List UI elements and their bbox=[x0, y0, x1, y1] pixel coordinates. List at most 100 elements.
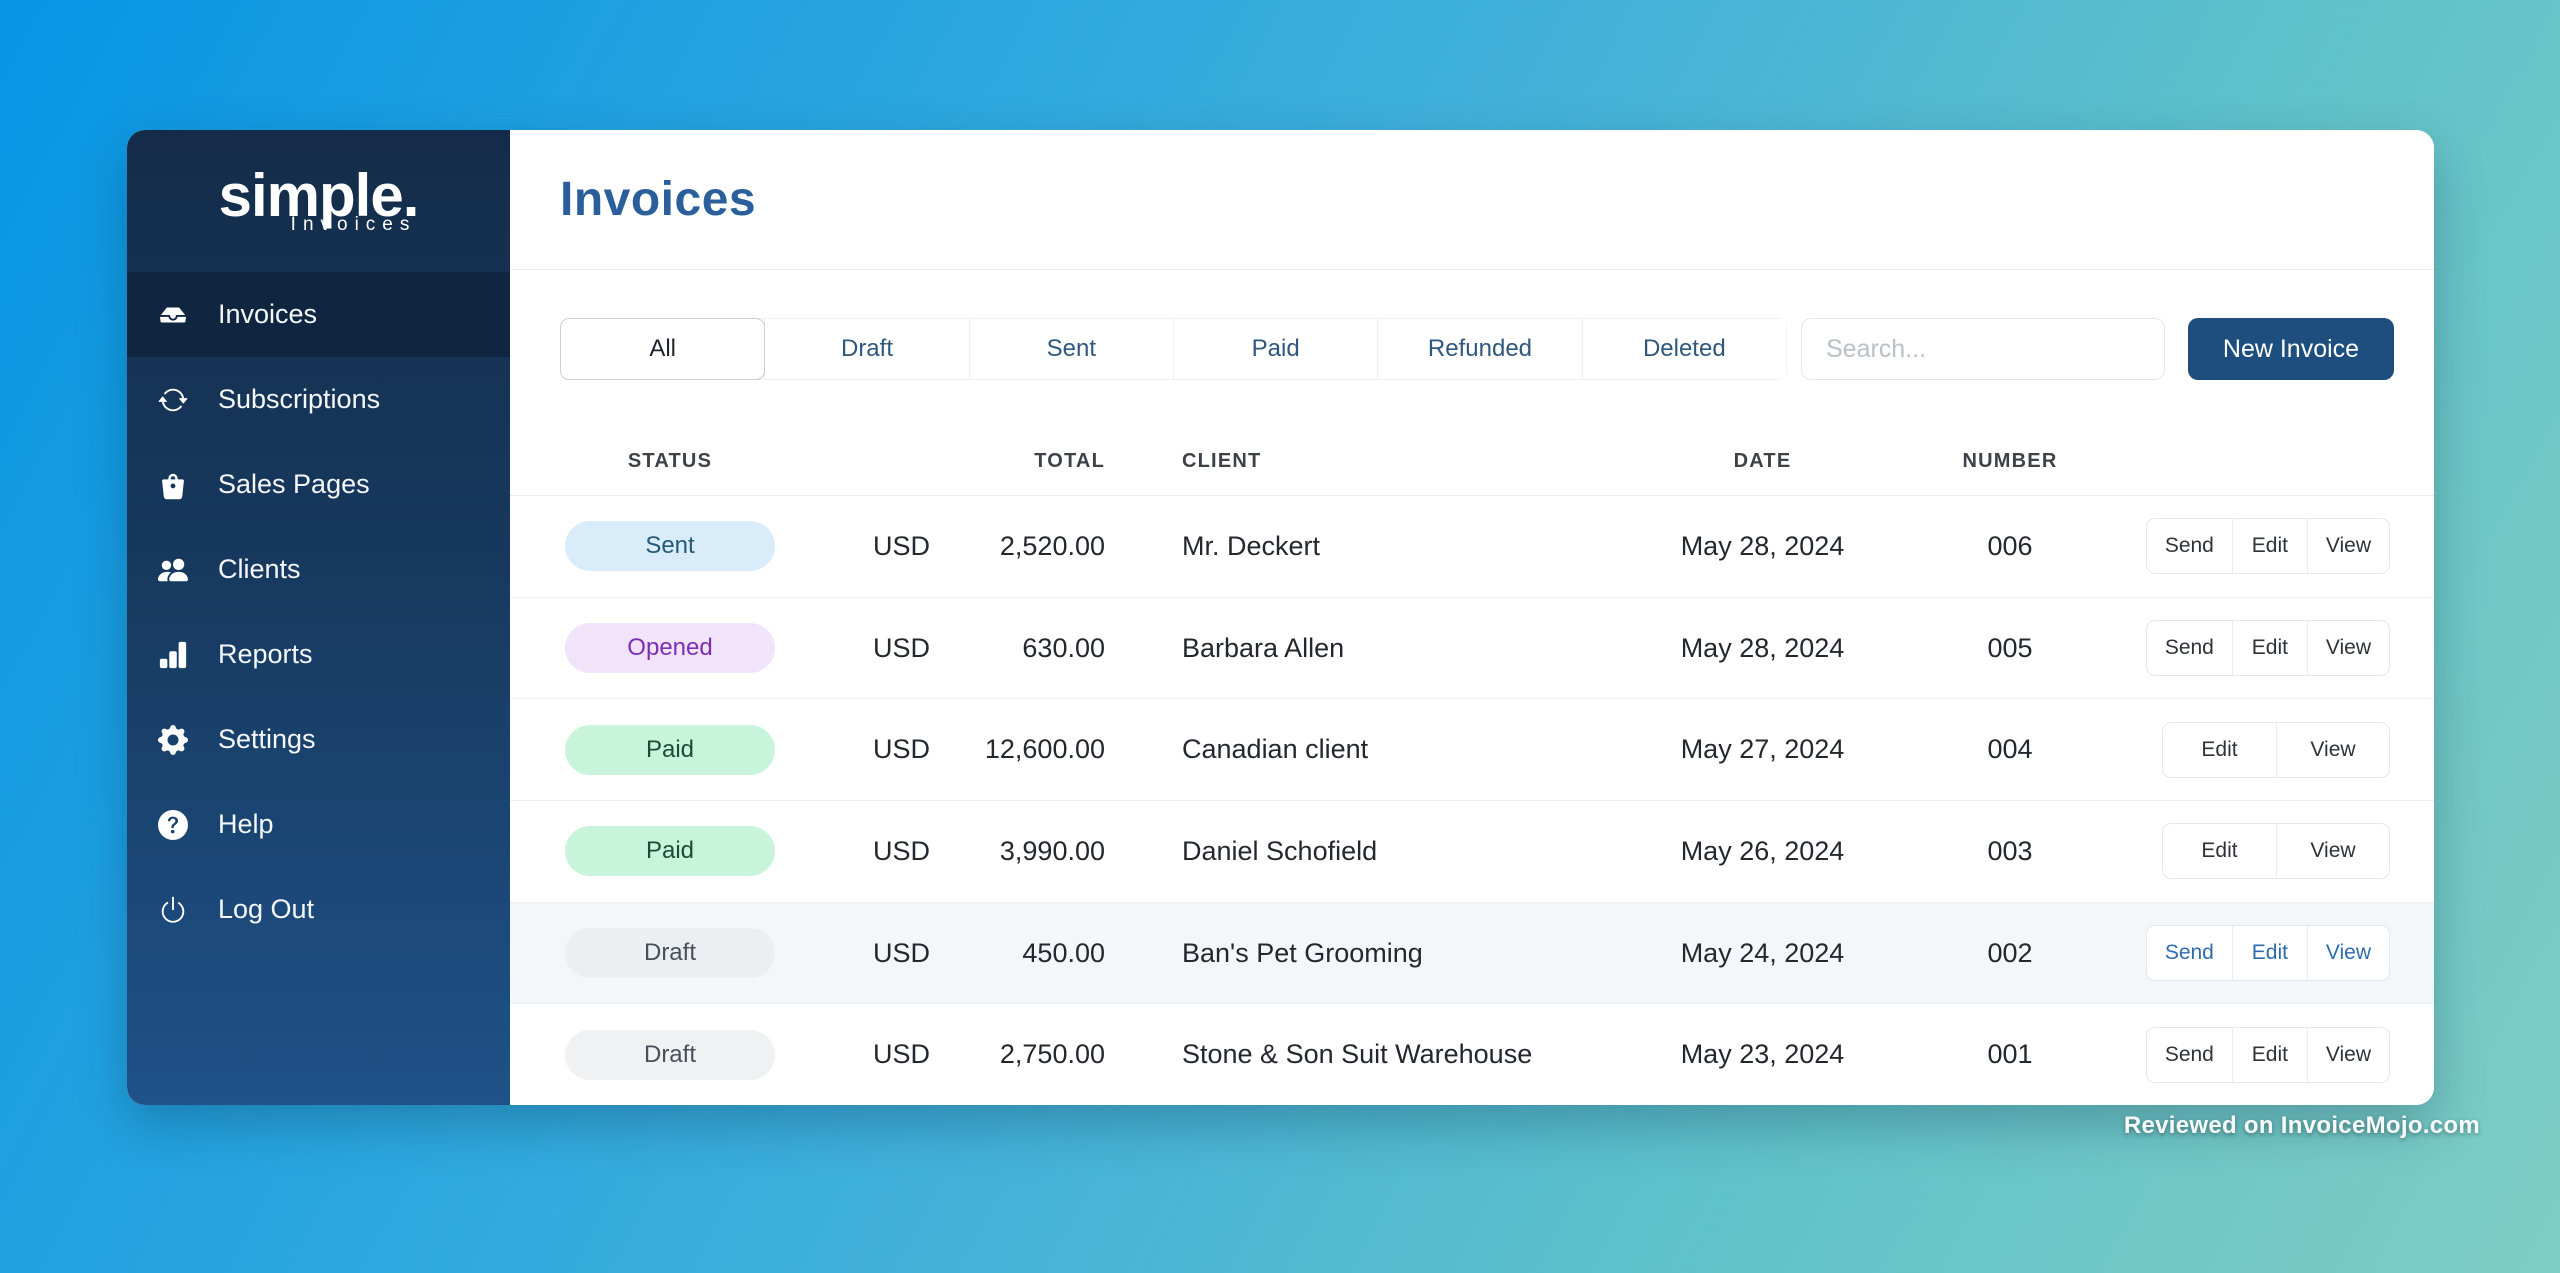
sidebar-item-label: Log Out bbox=[218, 894, 315, 924]
brand-tagline: Invoices bbox=[290, 214, 417, 235]
power-icon bbox=[157, 894, 189, 926]
sidebar-item-label: Reports bbox=[218, 639, 313, 669]
status-badge: Draft bbox=[565, 1029, 775, 1080]
table-row: Paid USD 12,600.00 Canadian client May 27, 2… bbox=[510, 699, 2434, 802]
sync-icon bbox=[157, 384, 189, 416]
brand-logo: simple. Invoices bbox=[127, 130, 510, 272]
invoice-date: May 27, 2024 bbox=[1680, 734, 1845, 765]
sidebar-item-settings[interactable]: Settings bbox=[127, 697, 510, 782]
invoice-table-body: Sent USD 2,520.00 Mr. Deckert May 28, 2024 00… bbox=[510, 496, 2434, 1105]
gear-icon bbox=[157, 724, 189, 756]
sidebar-item-label: Settings bbox=[218, 724, 316, 754]
status-badge: Opened bbox=[565, 623, 775, 673]
tab-sent[interactable]: Sent bbox=[968, 319, 1173, 379]
view-button[interactable]: View bbox=[2276, 722, 2389, 777]
amount-value: 2,520.00 bbox=[999, 530, 1105, 561]
row-actions: Edit View bbox=[2162, 721, 2390, 778]
sidebar-item-invoices[interactable]: Invoices bbox=[127, 272, 510, 357]
status-badge: Paid bbox=[565, 826, 775, 877]
view-button[interactable]: View bbox=[2306, 519, 2389, 574]
tab-refunded[interactable]: Refunded bbox=[1377, 319, 1582, 379]
users-icon bbox=[157, 554, 189, 586]
view-button[interactable]: View bbox=[2306, 1027, 2389, 1082]
sidebar-item-label: Invoices bbox=[218, 299, 318, 329]
edit-button[interactable]: Edit bbox=[2231, 926, 2307, 981]
view-button[interactable]: View bbox=[2306, 926, 2389, 981]
edit-button[interactable]: Edit bbox=[2231, 621, 2307, 675]
edit-button[interactable]: Edit bbox=[2231, 519, 2307, 574]
invoice-number: 003 bbox=[1987, 835, 2033, 866]
invoice-number: 006 bbox=[1987, 530, 2033, 561]
amount-value: 630.00 bbox=[1022, 632, 1105, 663]
column-header-total: TOTAL bbox=[1034, 450, 1105, 472]
sidebar-item-label: Subscriptions bbox=[218, 384, 381, 414]
table-row: Draft USD 450.00 Ban's Pet Grooming May 24, … bbox=[510, 902, 2434, 1005]
sidebar-item-reports[interactable]: Reports bbox=[127, 612, 510, 697]
help-circle-icon bbox=[157, 809, 189, 841]
app-card: simple. Invoices Invoices Subscriptions Sa… bbox=[127, 130, 2434, 1105]
edit-button[interactable]: Edit bbox=[2231, 1027, 2307, 1082]
sidebar-item-label: Clients bbox=[218, 554, 301, 584]
filter-tabs: All Draft Sent Paid Refunded Deleted bbox=[560, 318, 1787, 380]
amount-value: 2,750.00 bbox=[999, 1039, 1105, 1070]
sidebar-nav: Invoices Subscriptions Sales Pages Clients R… bbox=[127, 272, 510, 952]
client-name: Daniel Schofield bbox=[1182, 835, 1378, 866]
status-badge: Draft bbox=[565, 928, 775, 979]
invoice-number: 004 bbox=[1987, 734, 2033, 765]
column-header-number: NUMBER bbox=[1962, 450, 2058, 472]
send-button[interactable]: Send bbox=[2147, 1028, 2232, 1082]
view-button[interactable]: View bbox=[2276, 824, 2389, 879]
table-row: Paid USD 3,990.00 Daniel Schofield May 26, 2… bbox=[510, 801, 2434, 903]
edit-button[interactable]: Edit bbox=[2163, 723, 2276, 777]
view-button[interactable]: View bbox=[2306, 621, 2389, 675]
currency-label: USD bbox=[873, 1039, 931, 1070]
main-header: Invoices bbox=[510, 130, 2434, 270]
search-input[interactable] bbox=[1801, 318, 2165, 380]
invoice-date: May 28, 2024 bbox=[1680, 632, 1845, 663]
page-title: Invoices bbox=[560, 173, 757, 226]
currency-label: USD bbox=[873, 632, 931, 663]
invoice-date: May 23, 2024 bbox=[1680, 1039, 1845, 1070]
row-actions: Send Edit View bbox=[2145, 518, 2390, 575]
sidebar-item-label: Help bbox=[218, 809, 274, 839]
tab-deleted[interactable]: Deleted bbox=[1581, 319, 1786, 379]
column-header-client: CLIENT bbox=[1182, 450, 1262, 472]
currency-label: USD bbox=[873, 734, 931, 765]
tab-all[interactable]: All bbox=[560, 318, 766, 380]
sidebar-item-label: Sales Pages bbox=[218, 469, 370, 499]
sidebar-item-subscriptions[interactable]: Subscriptions bbox=[127, 357, 510, 442]
status-badge: Sent bbox=[565, 521, 775, 572]
sidebar-item-log-out[interactable]: Log Out bbox=[127, 867, 510, 952]
sidebar-item-clients[interactable]: Clients bbox=[127, 527, 510, 612]
sidebar-item-help[interactable]: Help bbox=[127, 782, 510, 867]
main-panel: Invoices All Draft Sent Paid Refunded Deleted… bbox=[510, 130, 2434, 1105]
amount-value: 3,990.00 bbox=[999, 835, 1105, 866]
currency-label: USD bbox=[873, 937, 931, 968]
client-name: Barbara Allen bbox=[1182, 632, 1345, 663]
tab-draft[interactable]: Draft bbox=[764, 319, 969, 379]
invoice-date: May 28, 2024 bbox=[1680, 530, 1845, 561]
table-row: Opened USD 630.00 Barbara Allen May 28, 2024… bbox=[510, 597, 2434, 700]
table-header: STATUS TOTAL CLIENT DATE NUMBER bbox=[510, 428, 2434, 496]
new-invoice-button[interactable]: New Invoice bbox=[2188, 318, 2394, 380]
send-button[interactable]: Send bbox=[2147, 926, 2232, 980]
tab-paid[interactable]: Paid bbox=[1172, 319, 1378, 379]
client-name: Stone & Son Suit Warehouse bbox=[1182, 1039, 1533, 1070]
currency-label: USD bbox=[873, 835, 931, 866]
send-button[interactable]: Send bbox=[2147, 621, 2232, 675]
row-actions: Send Edit View bbox=[2145, 620, 2390, 676]
brand-name: simple. bbox=[218, 162, 420, 229]
client-name: Canadian client bbox=[1182, 734, 1369, 765]
inbox-icon bbox=[157, 299, 189, 331]
edit-button[interactable]: Edit bbox=[2163, 824, 2276, 878]
invoice-number: 001 bbox=[1987, 1039, 2033, 1070]
row-actions: Send Edit View bbox=[2145, 925, 2390, 982]
sidebar-item-sales-pages[interactable]: Sales Pages bbox=[127, 442, 510, 527]
sidebar: simple. Invoices Invoices Subscriptions Sa… bbox=[127, 130, 510, 1105]
send-button[interactable]: Send bbox=[2147, 519, 2232, 573]
table-row: Sent USD 2,520.00 Mr. Deckert May 28, 2024 00… bbox=[510, 496, 2434, 598]
invoice-date: May 24, 2024 bbox=[1680, 937, 1845, 968]
row-actions: Edit View bbox=[2162, 823, 2390, 880]
